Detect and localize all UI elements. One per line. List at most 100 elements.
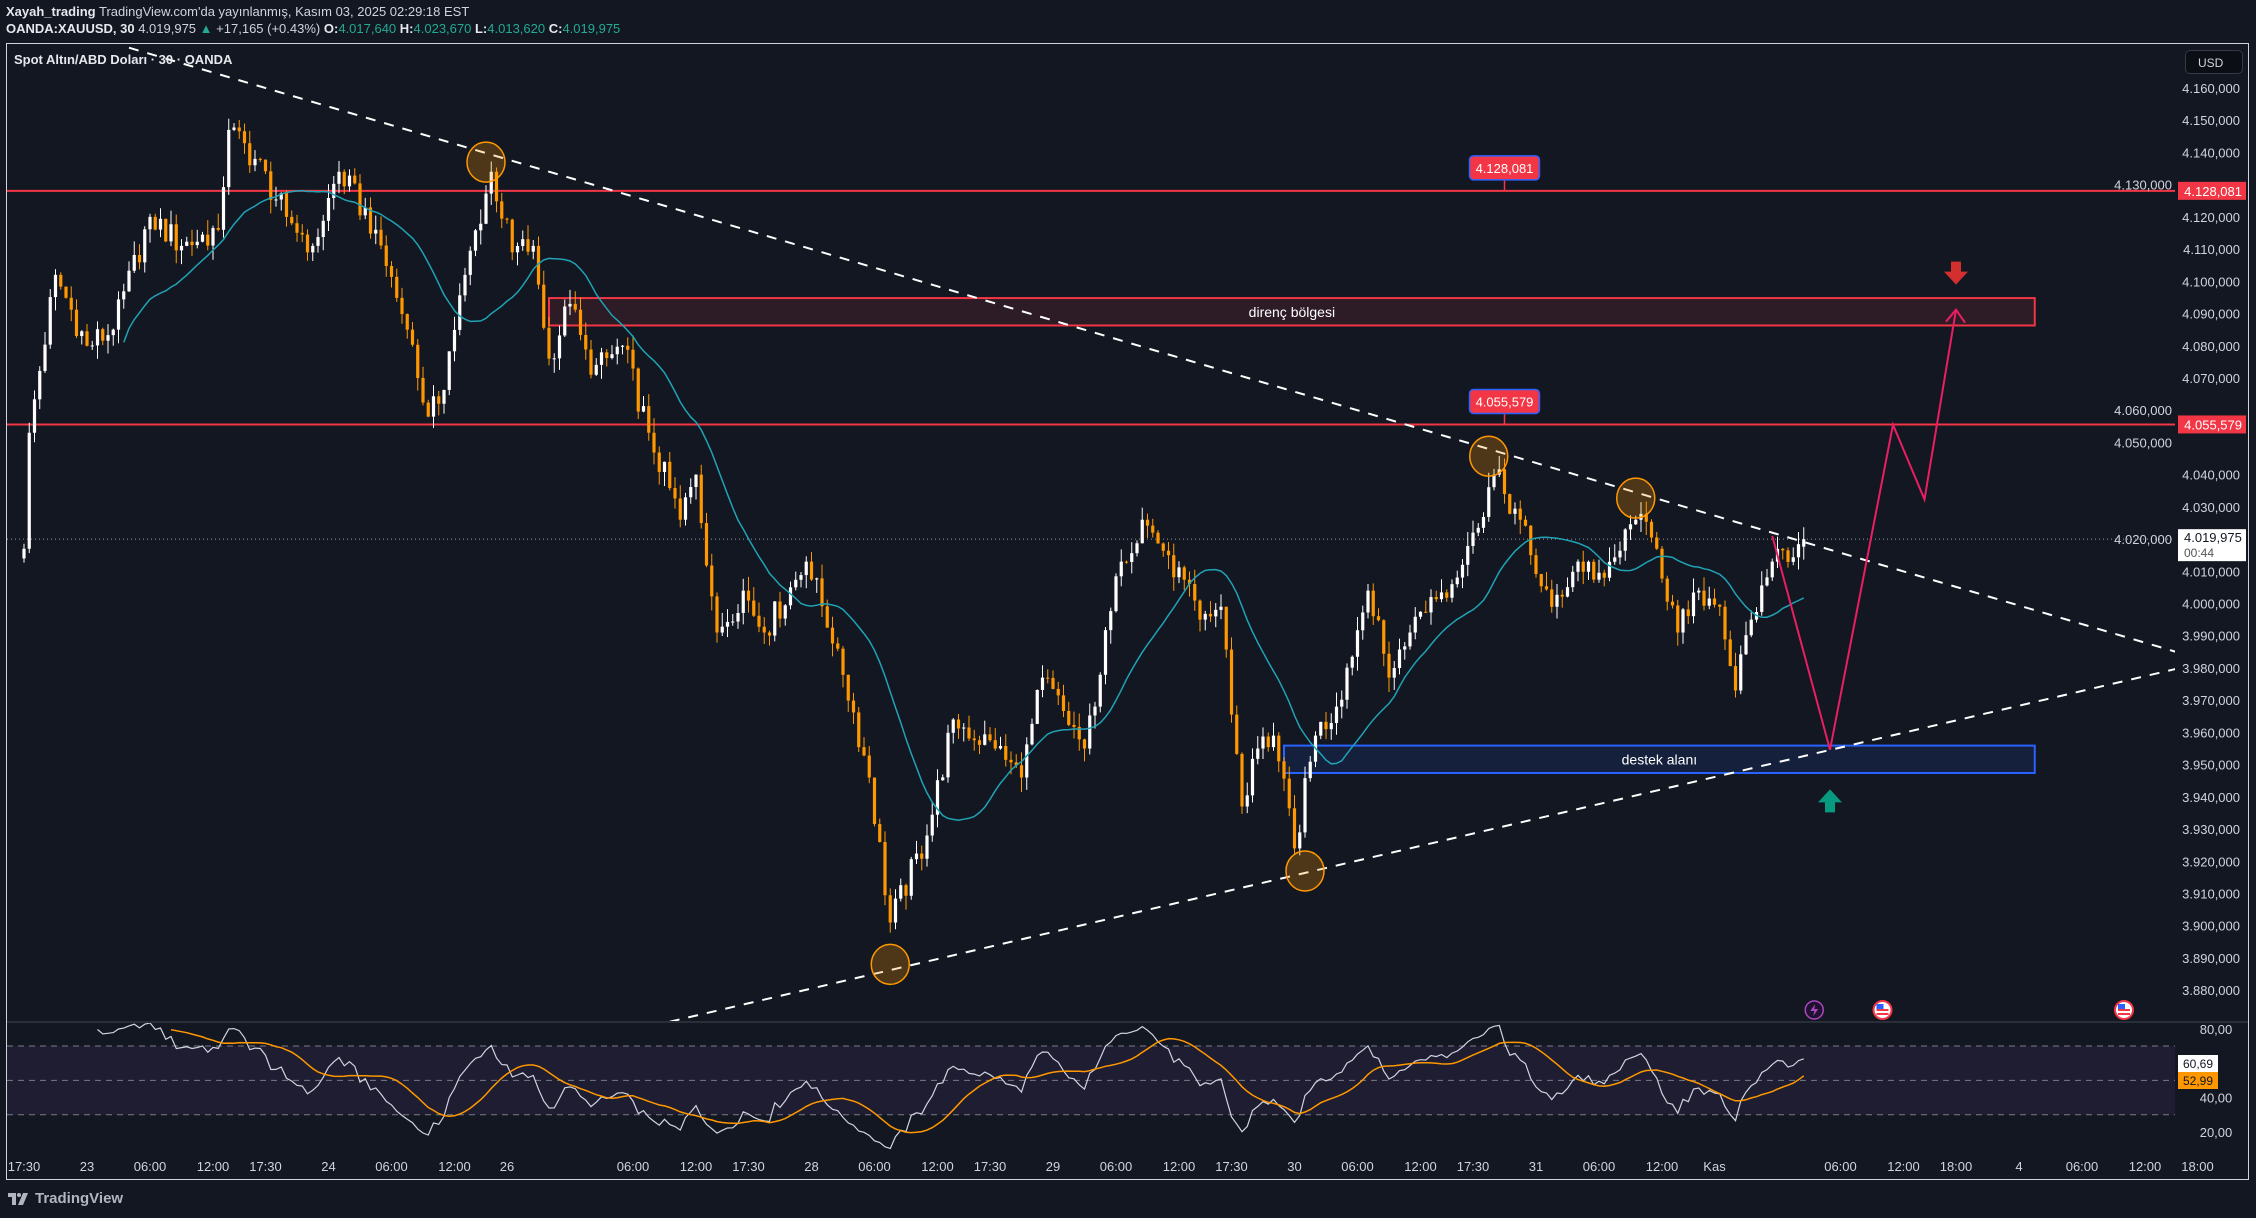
candle-body <box>363 207 367 216</box>
symbol-label: OANDA:XAUUSD, 30 <box>6 21 135 36</box>
candle <box>620 344 625 355</box>
candle-body <box>101 329 105 341</box>
candle <box>290 210 294 226</box>
candle-body <box>421 377 425 403</box>
candle-body <box>552 358 556 360</box>
candle <box>1056 681 1060 706</box>
candle-body <box>1261 736 1265 749</box>
axis-price-tag-label: 4.055,579 <box>2184 417 2242 432</box>
candle <box>442 389 446 414</box>
candle-body <box>715 596 719 633</box>
candle <box>1655 531 1659 550</box>
price-tick-label: 4.110,000 <box>2183 242 2240 257</box>
candle-body <box>589 349 593 375</box>
candle-body <box>699 474 703 524</box>
candle <box>542 270 546 330</box>
candle <box>1277 732 1281 773</box>
candle <box>510 218 514 261</box>
candle-body <box>1303 778 1307 833</box>
candle <box>1361 605 1365 640</box>
candle-body <box>1004 746 1008 760</box>
time-tick-label: 18:00 <box>2181 1159 2214 1174</box>
candle <box>1077 713 1081 751</box>
candle <box>925 824 929 867</box>
candle <box>1424 600 1428 613</box>
price-tick-label: 3.920,000 <box>2182 854 2240 869</box>
us-flag-stripe <box>1876 1009 1889 1011</box>
candle-body <box>1802 539 1806 547</box>
candle <box>479 209 483 245</box>
candle-body <box>1166 550 1171 556</box>
candle-body <box>1450 584 1454 598</box>
candle-body <box>1723 606 1727 640</box>
candle <box>762 617 766 644</box>
candle <box>1319 721 1323 740</box>
candle <box>993 728 997 751</box>
candle-body <box>536 245 541 285</box>
candle-body <box>1056 688 1060 696</box>
candle <box>1539 573 1543 593</box>
candle-body <box>830 627 835 644</box>
candle <box>809 552 814 581</box>
candle <box>1434 590 1438 602</box>
candle-body <box>1145 519 1150 526</box>
candle <box>48 289 52 349</box>
candle <box>1628 515 1633 540</box>
candle <box>1728 630 1732 667</box>
candle-body <box>1387 653 1391 678</box>
currency-button[interactable]: USD <box>2185 50 2243 74</box>
price-tick-label: 3.990,000 <box>2182 629 2240 644</box>
candle-body <box>788 587 793 606</box>
candle-body <box>615 346 619 355</box>
high-label: H: <box>399 21 414 36</box>
chart-legend[interactable]: Spot Altın/ABD Doları · 30 · OANDA <box>14 52 233 67</box>
candle <box>872 777 877 827</box>
close-label: C: <box>548 21 563 36</box>
candle <box>678 485 682 528</box>
candle-body <box>794 579 798 588</box>
candle <box>1130 542 1134 574</box>
candle <box>773 601 777 642</box>
candle <box>431 385 436 428</box>
candle-body <box>505 218 509 220</box>
candle-body <box>1292 808 1297 849</box>
candle <box>946 724 950 783</box>
candle-body <box>1319 721 1323 736</box>
candle <box>857 706 861 753</box>
candle-body <box>1445 592 1449 598</box>
candle-body <box>489 171 493 194</box>
candle <box>1518 500 1522 535</box>
candle-body <box>1203 613 1207 620</box>
candle <box>1329 713 1333 740</box>
candle <box>447 351 451 396</box>
candle-body <box>290 216 294 224</box>
author-name[interactable]: Xayah_trading <box>6 4 96 19</box>
candle-body <box>1098 674 1102 707</box>
candle-body <box>1040 677 1045 690</box>
candle-body <box>232 127 236 130</box>
candle <box>1760 571 1764 616</box>
tradingview-logo[interactable]: TradingView <box>8 1190 123 1207</box>
candle-body <box>274 199 278 201</box>
candle-body <box>1397 649 1402 669</box>
candle-body <box>1670 601 1675 606</box>
candle-body <box>468 250 472 275</box>
time-tick-label: 12:00 <box>680 1159 713 1174</box>
candle <box>153 213 157 231</box>
candle-body <box>332 183 336 199</box>
candle-body <box>1376 616 1381 621</box>
high-value: 4.023,670 <box>413 21 472 36</box>
candle-body <box>678 498 682 520</box>
candle-body <box>1140 519 1144 544</box>
candle <box>972 729 976 751</box>
candle <box>699 464 703 529</box>
candle <box>1707 586 1711 610</box>
candle-body <box>652 432 656 453</box>
candle <box>935 769 940 828</box>
time-tick-label: 06:00 <box>858 1159 891 1174</box>
candle <box>1214 603 1218 628</box>
lightning-icon-glyph <box>1810 1004 1819 1016</box>
candle-body <box>1308 761 1312 779</box>
candle-body <box>1781 548 1785 551</box>
